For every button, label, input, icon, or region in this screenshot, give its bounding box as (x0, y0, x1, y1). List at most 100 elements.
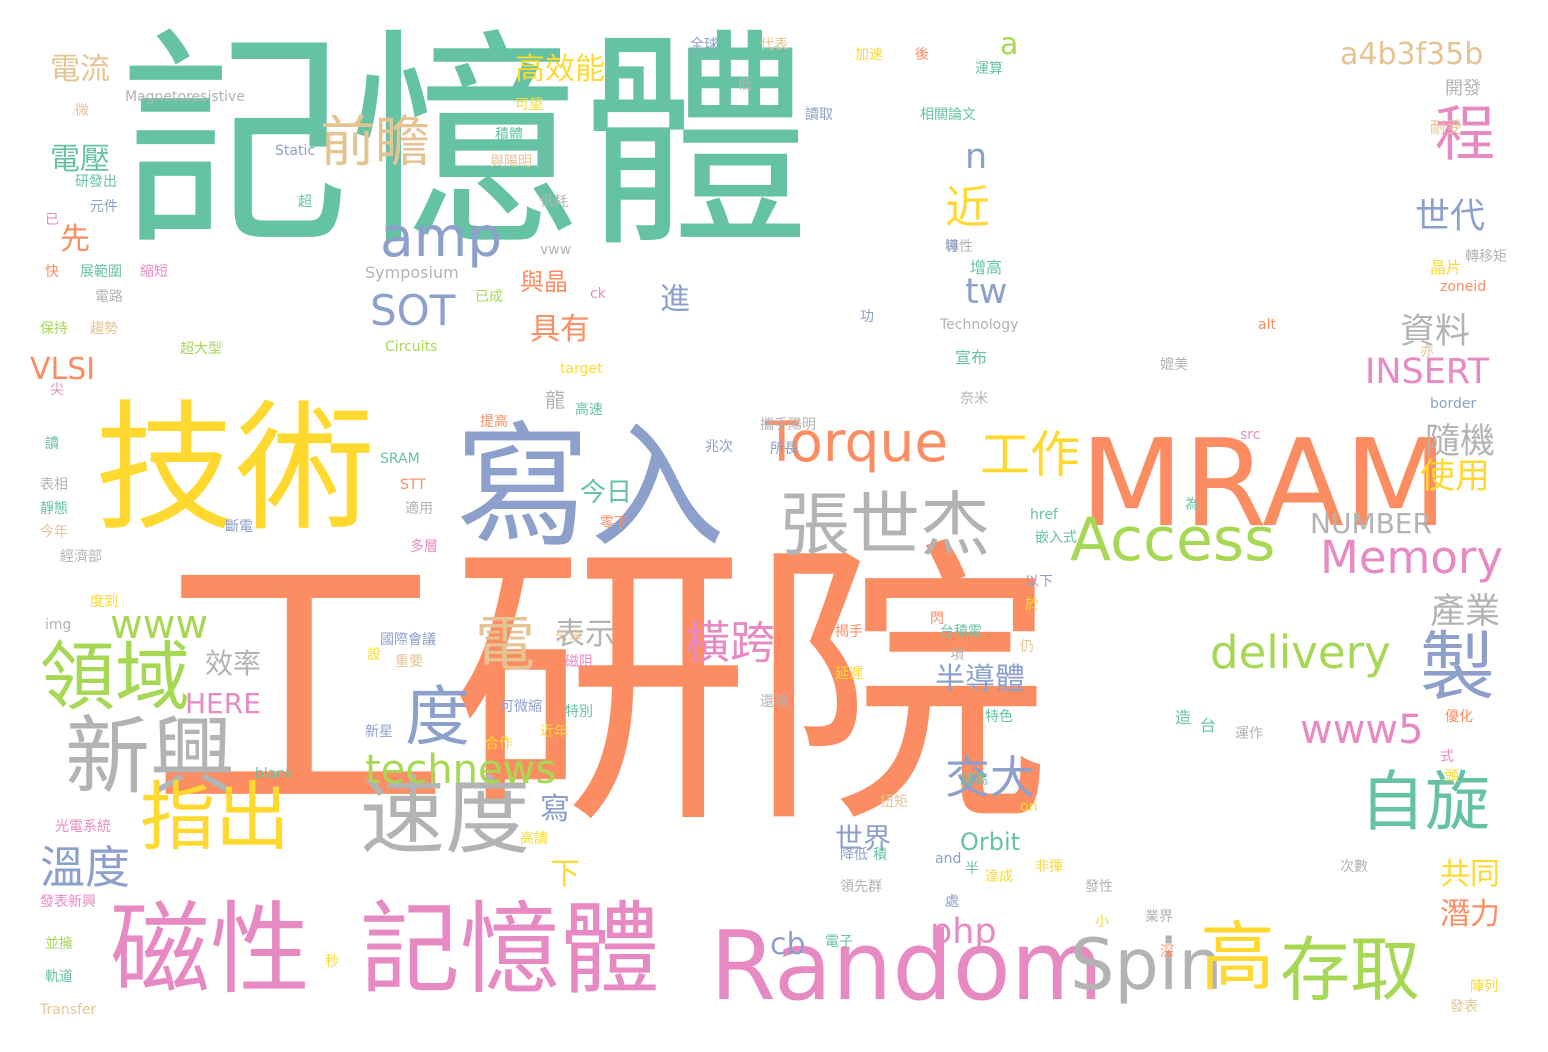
cloud-word: 速度 (360, 768, 531, 867)
cloud-word: 讀取 (805, 107, 833, 123)
cloud-word: 交大 (945, 751, 1036, 804)
cloud-word: blank (255, 766, 294, 782)
cloud-word: a4b3f35b (1340, 37, 1484, 72)
cloud-word: 優化 (1445, 709, 1473, 725)
cloud-word: 近年 (540, 724, 568, 740)
cloud-word: Circuits (385, 339, 438, 355)
cloud-word: a (1000, 27, 1019, 62)
cloud-word: 特性 (945, 239, 973, 255)
cloud-word: 領域 (40, 633, 191, 721)
cloud-word: 達成 (985, 869, 1013, 885)
cloud-word: 指出 (140, 773, 291, 861)
cloud-word: 與陽明 (490, 154, 532, 170)
cloud-word: 半 (965, 861, 979, 877)
cloud-word: 經濟部 (60, 549, 102, 565)
cloud-word: 並擁 (45, 936, 73, 952)
cloud-word: 適用 (405, 501, 433, 517)
cloud-word: 微 (75, 103, 89, 119)
cloud-word: 高效能 (515, 52, 605, 87)
cloud-word: Static (275, 143, 316, 159)
cloud-word: 度 (405, 680, 471, 755)
cloud-word: 高讀 (520, 831, 548, 847)
cloud-word: alt (1258, 317, 1276, 333)
cloud-word: 宣布 (955, 348, 988, 367)
cloud-word: 效率 (205, 647, 262, 680)
cloud-word: 兆次 (705, 439, 733, 455)
cloud-word: 處 (945, 894, 959, 910)
cloud-word: 表相 (40, 477, 68, 493)
cloud-word: 使用 (1420, 457, 1491, 497)
cloud-word: 表示 (555, 617, 615, 652)
cloud-word: tw (965, 272, 1008, 312)
cloud-word: 高 (1200, 913, 1276, 1001)
cloud-word: 電子 (825, 934, 853, 950)
cloud-word: 資料 (1400, 312, 1471, 352)
cloud-word: HERE (185, 687, 261, 720)
cloud-word: 設 (367, 647, 381, 663)
cloud-word: Orbit (960, 828, 1021, 856)
cloud-word: 斷電 (225, 519, 253, 535)
cloud-word: 工作 (980, 426, 1080, 484)
cloud-word: 多層 (410, 539, 438, 555)
cloud-word: 光電系統 (55, 819, 111, 835)
cloud-word: 先 (60, 222, 90, 257)
cloud-word: 小 (1095, 914, 1109, 930)
cloud-word: and (935, 851, 962, 867)
cloud-word: 可微縮 (500, 699, 542, 715)
cloud-word: Torque (765, 410, 949, 474)
cloud-word: n (965, 137, 988, 177)
cloud-word: STT (400, 477, 426, 493)
cloud-word: 陣列 (1470, 979, 1498, 995)
cloud-word: 重要 (395, 654, 423, 670)
cloud-word: www5 (1300, 707, 1424, 753)
cloud-word: 增高 (970, 258, 1003, 277)
cloud-word: 以下 (1025, 574, 1053, 590)
cloud-word: src (1240, 427, 1261, 443)
cloud-word: 台 (1200, 716, 1217, 735)
cloud-word: delivery (1210, 626, 1391, 679)
cloud-word: 電 (475, 610, 535, 680)
cloud-word: MRAM (1080, 415, 1448, 554)
cloud-word: 趨勢 (90, 321, 118, 337)
cloud-word: 超大型 (180, 341, 222, 357)
cloud-word: 尖 (50, 382, 64, 398)
cloud-word: 共同 (1440, 857, 1500, 892)
cloud-word: 保持 (40, 321, 68, 337)
cloud-word: 度到 (90, 594, 118, 610)
cloud-word: 半導體 (935, 662, 1025, 697)
cloud-word: 運作 (1235, 726, 1263, 742)
cloud-word: 展範圍 (80, 264, 122, 280)
cloud-word: www (110, 602, 209, 648)
cloud-word: 還項 (760, 694, 788, 710)
cloud-word: 於 (1025, 597, 1039, 613)
cloud-word: 後 (915, 47, 929, 63)
cloud-word: href (1030, 507, 1058, 523)
cloud-word: 代表 (760, 37, 788, 53)
cloud-word: 揭手 (835, 624, 863, 640)
cloud-word: Spin (1070, 924, 1223, 1006)
cloud-word: 閃 (930, 611, 944, 627)
cloud-word: 龍 (545, 388, 565, 412)
cloud-word: 高速 (575, 402, 603, 418)
cloud-word: 電路 (95, 289, 123, 305)
cloud-word: 特色 (985, 709, 1013, 725)
cloud-word: 寫 (540, 792, 570, 827)
cloud-word: 項 (950, 647, 964, 663)
cloud-word: 可望 (515, 97, 543, 113)
cloud-word: 式 (1440, 749, 1454, 765)
cloud-word: 為 (1185, 497, 1199, 513)
cloud-word: ck (590, 286, 606, 302)
cloud-word: Random (710, 912, 1104, 1022)
cloud-word: 工研院 (150, 515, 1050, 864)
cloud-word: 亦 (1420, 344, 1434, 360)
cloud-word: NUMBER (1310, 507, 1432, 540)
cloud-word: 軌道 (45, 969, 73, 985)
cloud-word: 磁阻 (565, 654, 593, 670)
cloud-word: 轉移矩 (1465, 249, 1507, 265)
cloud-word: 合作 (485, 736, 513, 752)
cloud-word: 提高 (480, 414, 508, 430)
cloud-word: 產業 (1430, 592, 1501, 632)
cloud-word: 運算 (975, 61, 1003, 77)
cloud-word: 製 (1420, 623, 1496, 711)
